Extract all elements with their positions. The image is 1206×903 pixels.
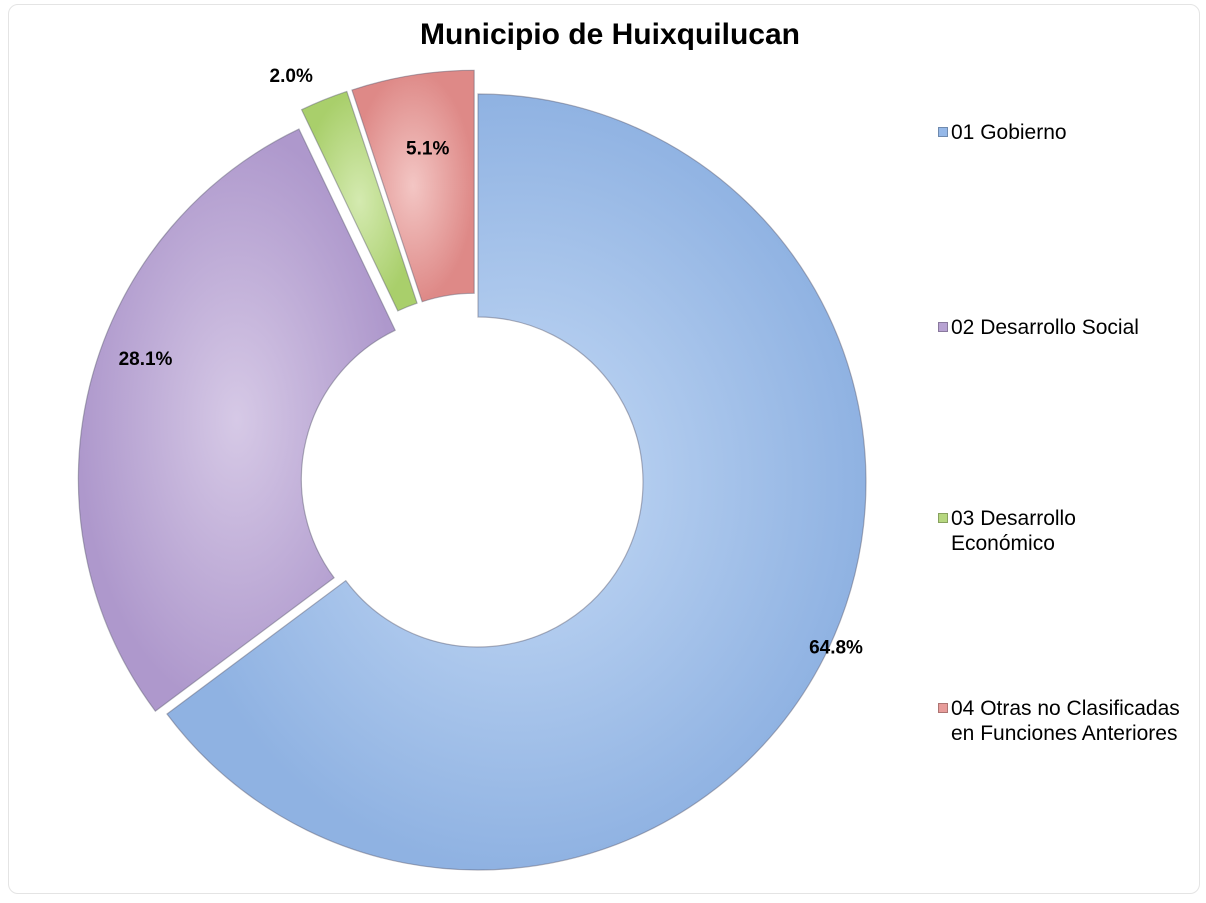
slice-otras: [351, 69, 475, 303]
legend-label: 02 Desarrollo Social: [951, 316, 1139, 339]
legend-label: 01 Gobierno: [951, 121, 1067, 144]
data-label-desarrollo-economico: 2.0%: [270, 66, 313, 87]
slice-gobierno: [166, 93, 867, 871]
legend-swatch: [938, 322, 948, 332]
legend-swatch: [938, 513, 948, 523]
legend-swatch: [938, 703, 948, 713]
data-label-otras: 5.1%: [406, 139, 449, 160]
slice-desarrollo-economico: [300, 90, 418, 312]
legend-label: 03 Desarrollo Económico: [951, 507, 1076, 555]
legend-swatch: [938, 127, 948, 137]
data-labels: 64.8% 28.1% 2.0% 5.1%: [119, 66, 863, 658]
data-label-gobierno: 64.8%: [809, 638, 863, 659]
legend-item-desarrollo-social: 02 Desarrollo Social: [938, 315, 1198, 340]
legend-item-otras: 04 Otras no Clasificadas en Funciones An…: [938, 696, 1198, 746]
legend-label: 04 Otras no Clasificadas en Funciones An…: [951, 697, 1180, 745]
legend-item-gobierno: 01 Gobierno: [938, 120, 1198, 145]
data-label-desarrollo-social: 28.1%: [119, 349, 173, 370]
donut-slices: [77, 69, 867, 871]
chart-title: Municipio de Huixquilucan: [419, 18, 800, 51]
slice-desarrollo-social: [77, 128, 396, 712]
legend-item-desarrollo-economico: 03 Desarrollo Económico: [938, 506, 1198, 556]
